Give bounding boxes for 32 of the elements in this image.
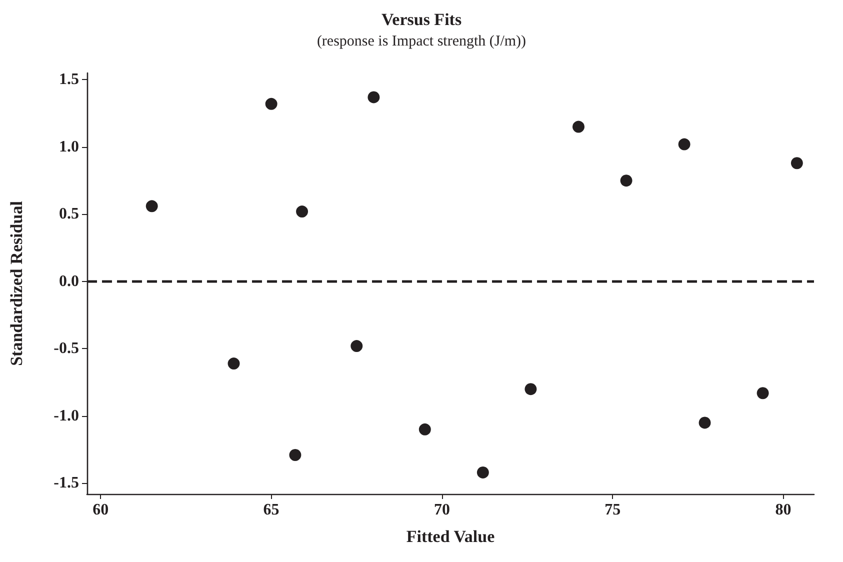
point <box>620 174 632 187</box>
point <box>418 423 431 436</box>
point <box>678 138 690 150</box>
y-tick-label: 0.5 <box>59 206 79 223</box>
x-tick-label: 75 <box>604 502 621 518</box>
x-tick-label: 70 <box>434 502 450 518</box>
point <box>296 206 308 218</box>
point <box>289 448 302 461</box>
point <box>698 416 711 429</box>
point <box>572 120 584 133</box>
x-tick-label: 80 <box>775 502 792 518</box>
point <box>524 383 537 396</box>
chart-subtitle: (response is Impact strength (J/m)) <box>316 34 526 50</box>
x-axis-title: Fitted Value <box>406 527 496 546</box>
y-tick-label: -0.5 <box>54 340 79 358</box>
point <box>756 387 769 400</box>
point <box>228 358 240 370</box>
y-tick-label: -1.5 <box>54 474 79 492</box>
point <box>476 466 489 478</box>
y-tick-label: 0.0 <box>59 272 79 290</box>
chart-title: Versus Fits <box>381 10 462 29</box>
y-tick-label: -1.0 <box>54 407 79 424</box>
y-tick-label: 1.5 <box>59 71 79 88</box>
point <box>350 340 363 352</box>
x-tick-label: 65 <box>263 502 280 518</box>
point <box>368 91 380 104</box>
point <box>265 98 278 110</box>
point <box>146 200 158 212</box>
point <box>790 157 803 170</box>
y-axis-title: Standardized Residual <box>7 200 26 366</box>
y-tick-label: 1.0 <box>59 138 79 156</box>
x-tick-label: 60 <box>92 502 109 518</box>
